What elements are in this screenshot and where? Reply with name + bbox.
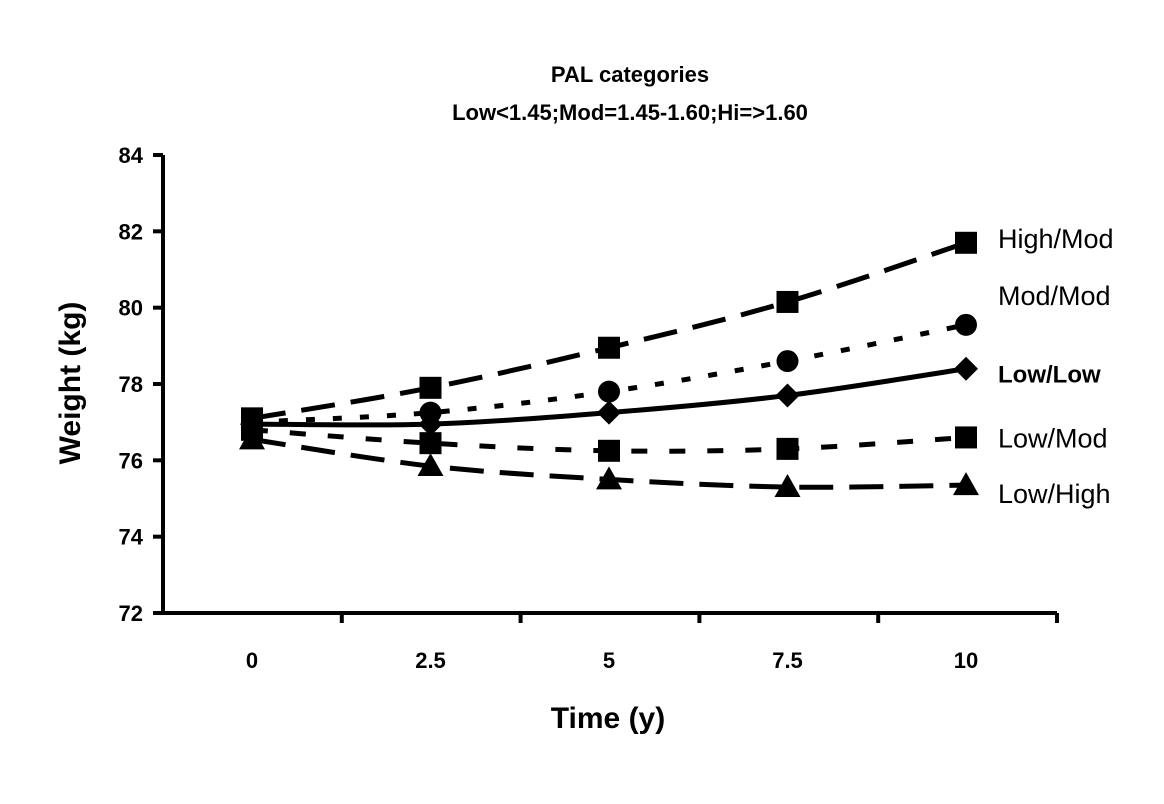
diamond-marker [954, 356, 978, 381]
x-tick-label: 5 [603, 648, 615, 673]
series-label: High/Mod [998, 224, 1114, 254]
triangle-marker [774, 474, 801, 498]
x-tick-label: 0 [246, 648, 258, 673]
y-tick-label: 82 [119, 219, 143, 244]
square-marker [776, 437, 799, 460]
x-tick-label: 7.5 [772, 648, 803, 673]
square-marker [419, 376, 442, 399]
y-tick-label: 74 [119, 525, 144, 550]
y-tick-label: 80 [119, 296, 143, 321]
series-low-mod: Low/Mod [241, 418, 1108, 462]
square-marker [955, 426, 977, 449]
series-label: Low/Mod [998, 423, 1108, 453]
series-label: Mod/Mod [998, 281, 1111, 311]
y-axis-title: Weight (kg) [54, 302, 87, 465]
square-marker [419, 432, 442, 455]
chart-subtitle: Low<1.45;Mod=1.45-1.60;Hi=>1.60 [452, 100, 808, 125]
axes: 72 74 76 78 80 82 84 0 2.5 5 7.5 10 [119, 143, 1059, 673]
square-marker [776, 290, 799, 313]
chart-title: PAL categories [551, 62, 709, 87]
square-marker [955, 231, 977, 254]
diamond-marker [418, 412, 443, 437]
series-layer: High/Mod Mod/Mod Low/Low Low/Mod Low/High [239, 224, 1114, 509]
circle-marker [598, 380, 620, 403]
diamond-marker [597, 400, 621, 425]
square-marker [598, 439, 620, 462]
diamond-marker [775, 383, 800, 408]
triangle-marker [596, 466, 622, 490]
series-label: Low/High [998, 479, 1111, 509]
y-tick-label: 72 [119, 601, 143, 626]
triangle-marker [239, 426, 265, 450]
circle-marker [955, 313, 977, 336]
triangle-marker [417, 453, 444, 477]
triangle-marker [953, 472, 979, 496]
series-low-low: Low/Low [240, 356, 1101, 437]
x-axis-title: Time (y) [551, 702, 665, 735]
series-low-high: Low/High [239, 426, 1111, 509]
y-tick-label: 76 [119, 448, 143, 473]
y-tick-label: 78 [119, 372, 143, 397]
series-mod-mod: Mod/Mod [241, 281, 1111, 434]
x-tick-label: 2.5 [415, 648, 446, 673]
series-label: Low/Low [998, 362, 1101, 389]
x-tick-label: 10 [954, 648, 978, 673]
series-high-mod: High/Mod [241, 224, 1114, 430]
circle-marker [776, 350, 799, 373]
y-tick-label: 84 [119, 143, 144, 168]
square-marker [598, 336, 620, 359]
